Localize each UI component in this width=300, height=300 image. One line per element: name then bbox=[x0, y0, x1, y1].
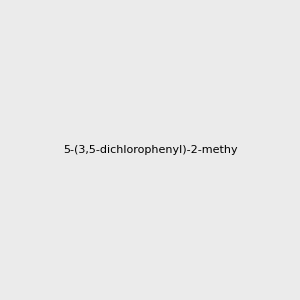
Text: 5-(3,5-dichlorophenyl)-2-methy: 5-(3,5-dichlorophenyl)-2-methy bbox=[63, 145, 237, 155]
